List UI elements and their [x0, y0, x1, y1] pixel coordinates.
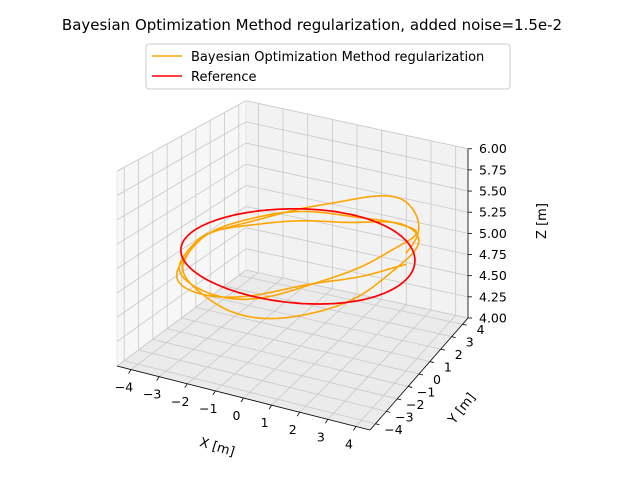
- z-tick-label-6: 5.50: [479, 184, 507, 199]
- y-tick-label-5: 1: [444, 360, 452, 375]
- grid-z-left-6: [116, 142, 247, 221]
- y-tick-mark-8: [462, 323, 467, 326]
- y-axis-label: Y [m]: [445, 390, 479, 428]
- x-tick-mark-3: [212, 390, 216, 396]
- grid-z-back-7: [245, 121, 469, 171]
- data-series: [175, 195, 420, 320]
- z-tick-label-7: 5.75: [479, 162, 507, 177]
- grid-z-back-4: [245, 184, 469, 234]
- grid-y-floor-6: [210, 296, 441, 350]
- grid-y-floor-3: [167, 328, 409, 387]
- z-axis-label: Z [m]: [535, 203, 550, 239]
- x-tick-mark-0: [128, 369, 132, 374]
- grid-z-back-2: [245, 227, 469, 277]
- x-tick-label-3: −1: [199, 401, 217, 416]
- y-tick-label-8: 4: [477, 322, 485, 337]
- grid-z-back-8: [245, 100, 469, 150]
- grid-y-floor-2: [152, 338, 398, 400]
- y-tick-mark-1: [386, 410, 391, 413]
- axis-panes: [116, 100, 469, 431]
- x-tick-mark-7: [324, 419, 329, 424]
- series-reference-line: [179, 207, 416, 305]
- x-axis-label: X [m]: [198, 435, 237, 460]
- y-tick-label-0: −4: [384, 422, 402, 437]
- series-bayesian-line: [175, 195, 420, 320]
- x-tick-label-8: 4: [345, 436, 353, 451]
- legend-label-reference: Reference: [191, 70, 256, 85]
- x-tick-mark-4: [240, 397, 244, 403]
- x-tick-label-6: 2: [289, 422, 297, 437]
- x-tick-label-4: 0: [233, 408, 241, 423]
- x-tick-label-2: −2: [171, 394, 189, 409]
- y-tick-label-1: −3: [395, 409, 413, 424]
- grid-lines: [116, 100, 469, 427]
- z-tick-label-8: 6.00: [479, 141, 507, 156]
- x-tick-label-1: −3: [143, 387, 161, 402]
- chart-title: Bayesian Optimization Method regularizat…: [62, 16, 562, 34]
- x-tick-label-0: −4: [115, 380, 133, 395]
- grid-z-left-2: [116, 227, 247, 318]
- grid-z-back-3: [245, 206, 469, 255]
- axes: −4 −3 −2 −1 0 1 2 3 4−4−3−2−1012344.004.254.504.…: [115, 141, 507, 451]
- grid-z-left-0: [116, 269, 247, 367]
- legend-frame: [145, 43, 511, 90]
- z-tick-label-5: 5.25: [479, 205, 507, 220]
- z-tick-label-0: 4.00: [479, 311, 507, 326]
- grid-z-left-7: [116, 121, 247, 196]
- grid-z-back-1: [245, 248, 469, 298]
- y-tick-label-4: 0: [433, 372, 441, 387]
- x-tick-mark-6: [296, 412, 301, 417]
- x-tick-mark-8: [353, 426, 357, 431]
- grid-z-back-5: [245, 163, 469, 213]
- grid-z-left-4: [116, 185, 247, 269]
- grid-z-back-6: [245, 142, 469, 192]
- x-tick-label-7: 3: [317, 429, 325, 444]
- y-tick-mark-4: [418, 373, 424, 376]
- y-tick-mark-3: [408, 386, 413, 388]
- grid-z-left-5: [116, 163, 247, 245]
- z-tick-label-4: 5.00: [479, 226, 507, 241]
- x-tick-mark-5: [268, 404, 272, 410]
- legend-label-bayesian: Bayesian Optimization Method regularizat…: [191, 50, 484, 65]
- grid-z-left-1: [116, 248, 247, 342]
- grid-y-floor-0: [124, 360, 376, 425]
- x-tick-mark-2: [184, 383, 188, 388]
- y-tick-label-3: −1: [417, 384, 435, 399]
- y-tick-label-2: −2: [406, 397, 424, 412]
- y-tick-mark-7: [451, 336, 456, 339]
- y-tick-mark-2: [397, 398, 402, 401]
- grid-y-floor-1: [138, 349, 387, 412]
- y-tick-label-6: 2: [455, 347, 463, 362]
- x-tick-label-5: 1: [261, 415, 269, 430]
- z-tick-label-1: 4.25: [479, 289, 507, 304]
- grid-y-floor-5: [195, 306, 430, 362]
- x-tick-mark-1: [156, 376, 160, 381]
- y-tick-mark-5: [429, 361, 434, 363]
- grid-z-left-8: [116, 100, 247, 172]
- legend: Bayesian Optimization Method regularizat…: [145, 43, 511, 90]
- y-tick-label-7: 3: [466, 335, 474, 350]
- z-tick-label-3: 4.75: [479, 247, 507, 262]
- z-tick-label-2: 4.50: [479, 268, 507, 283]
- grid-z-back-0: [245, 269, 469, 319]
- grid-y-floor-4: [181, 317, 420, 375]
- y-tick-mark-6: [440, 348, 445, 351]
- y-tick-mark-0: [375, 423, 380, 426]
